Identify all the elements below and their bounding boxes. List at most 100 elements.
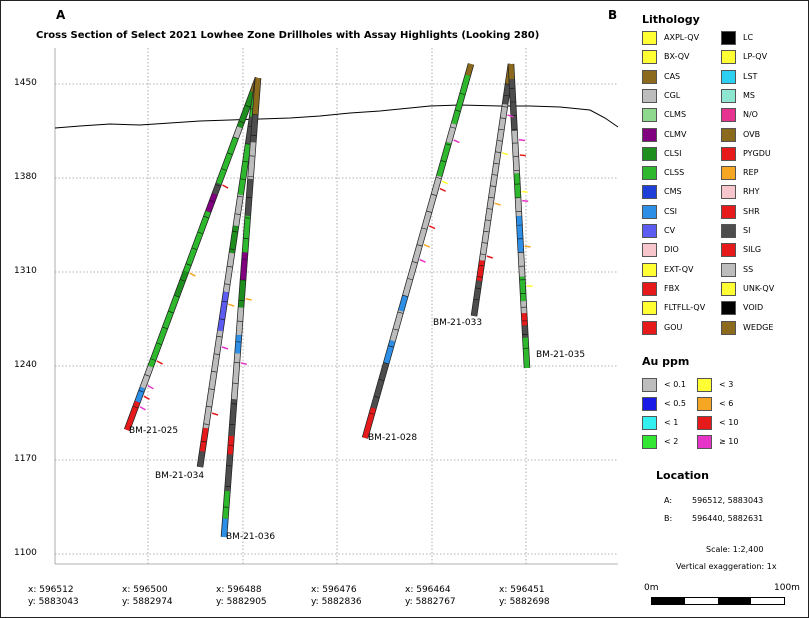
easting-label: x: 596451 xyxy=(499,585,545,595)
northing-label: y: 5882767 xyxy=(405,597,456,607)
drillhole-label: BM-21-036 xyxy=(226,532,276,542)
interval-mark xyxy=(192,247,197,250)
lithology-interval xyxy=(217,291,229,332)
lithology-swatch xyxy=(642,127,657,142)
lithology-label: DIO xyxy=(664,245,679,255)
assay-tick xyxy=(507,114,514,118)
location-b-label: B: xyxy=(664,514,673,523)
lithology-interval xyxy=(203,388,215,429)
scalebar-end-label: 100m xyxy=(774,583,800,593)
lithology-swatch xyxy=(642,185,657,200)
interval-mark xyxy=(500,117,506,119)
drillhole-trace xyxy=(507,63,531,369)
interval-mark xyxy=(490,185,496,187)
assay-tick xyxy=(423,243,431,248)
lithology-swatch xyxy=(721,88,736,103)
lithology-interval xyxy=(238,279,246,308)
lithology-interval xyxy=(519,276,526,302)
interval-mark xyxy=(497,140,503,142)
legend-panel: Lithology AXPL-QV BX-QV CAS CGL CLMS CLMV CLSI… xyxy=(636,0,806,618)
lithology-label: MS xyxy=(743,90,755,100)
section-start-label: A xyxy=(56,8,66,22)
coordinate-label: x: 596476 y: 5882836 xyxy=(311,584,362,608)
lithology-swatch xyxy=(642,69,657,84)
lithology-swatch xyxy=(642,224,657,238)
lithology-swatch xyxy=(721,262,736,277)
lithology-label: VOID xyxy=(743,303,764,313)
lithology-label: OVB xyxy=(743,129,761,139)
lithology-swatch xyxy=(642,204,657,219)
coordinate-label: x: 596464 y: 5882767 xyxy=(405,584,456,608)
lithology-interval xyxy=(518,252,525,277)
elevation-label: 1100 xyxy=(14,548,37,558)
drillhole-trace xyxy=(220,77,262,538)
lithology-interval xyxy=(521,313,528,326)
lithology-interval xyxy=(199,427,209,452)
au-swatch xyxy=(642,416,657,430)
section-end-label: B xyxy=(608,8,618,22)
lithology-interval xyxy=(233,126,243,139)
interval-mark xyxy=(186,263,192,266)
lithology-swatch xyxy=(642,301,657,316)
au-label: < 3 xyxy=(719,380,734,389)
lithology-interval xyxy=(398,295,408,312)
interval-mark xyxy=(237,195,243,198)
interval-mark xyxy=(201,441,207,443)
scalebar-start-label: 0m xyxy=(644,583,659,593)
lithology-interval xyxy=(522,337,530,369)
assay-tick xyxy=(240,362,248,366)
lithology-interval xyxy=(516,215,524,253)
lithology-interval xyxy=(402,175,442,297)
assay-tick xyxy=(147,384,154,390)
interval-mark xyxy=(197,231,203,235)
lithology-label: REP xyxy=(743,168,759,178)
interval-mark xyxy=(378,379,384,382)
interval-mark xyxy=(133,405,138,409)
elevation-label: 1450 xyxy=(14,78,37,88)
interval-mark xyxy=(214,353,220,355)
lithology-swatch xyxy=(642,166,657,181)
lithology-interval xyxy=(436,141,452,177)
interval-mark xyxy=(229,248,235,250)
lithology-label: FLTFLL-QV xyxy=(664,303,706,313)
topography-line xyxy=(54,104,619,129)
assay-tick xyxy=(519,154,526,157)
lithology-swatch xyxy=(721,127,736,142)
lithology-interval xyxy=(197,451,205,468)
drillhole-label: BM-21-033 xyxy=(433,318,483,328)
easting-label: x: 596512 xyxy=(28,585,74,595)
coordinate-label: x: 596451 y: 5882698 xyxy=(499,584,550,608)
easting-label: x: 596500 xyxy=(122,585,168,595)
interval-mark xyxy=(221,168,227,171)
interval-mark xyxy=(412,261,418,264)
assay-tick xyxy=(143,395,150,400)
lithology-swatch xyxy=(721,301,736,316)
lithology-swatch xyxy=(721,281,736,296)
interval-mark xyxy=(206,406,212,408)
interval-mark xyxy=(487,208,493,210)
interval-mark xyxy=(485,219,491,221)
lithology-interval xyxy=(205,193,218,213)
au-title: Au ppm xyxy=(642,355,690,368)
lithology-label: EXT-QV xyxy=(664,264,694,274)
lithology-label: RHY xyxy=(743,187,760,197)
interval-mark xyxy=(426,210,432,213)
elevation-label: 1380 xyxy=(14,172,37,182)
northing-label: y: 5882974 xyxy=(122,597,173,607)
interval-mark xyxy=(245,143,251,145)
northing-label: y: 5882836 xyxy=(311,597,362,607)
lithology-interval xyxy=(124,400,140,431)
assay-tick xyxy=(156,360,163,365)
lithology-label: LP-QV xyxy=(743,52,768,62)
lithology-swatch xyxy=(642,243,657,258)
au-swatch xyxy=(697,435,712,449)
interval-mark xyxy=(436,177,442,180)
lithology-swatch xyxy=(721,224,736,238)
lithology-label: SHR xyxy=(743,206,760,216)
assay-tick xyxy=(441,180,449,185)
interval-mark xyxy=(209,388,215,390)
interval-mark xyxy=(144,374,150,377)
drillhole-label: BM-21-028 xyxy=(368,433,418,443)
au-label: < 10 xyxy=(719,418,739,427)
lithology-interval xyxy=(390,310,404,342)
